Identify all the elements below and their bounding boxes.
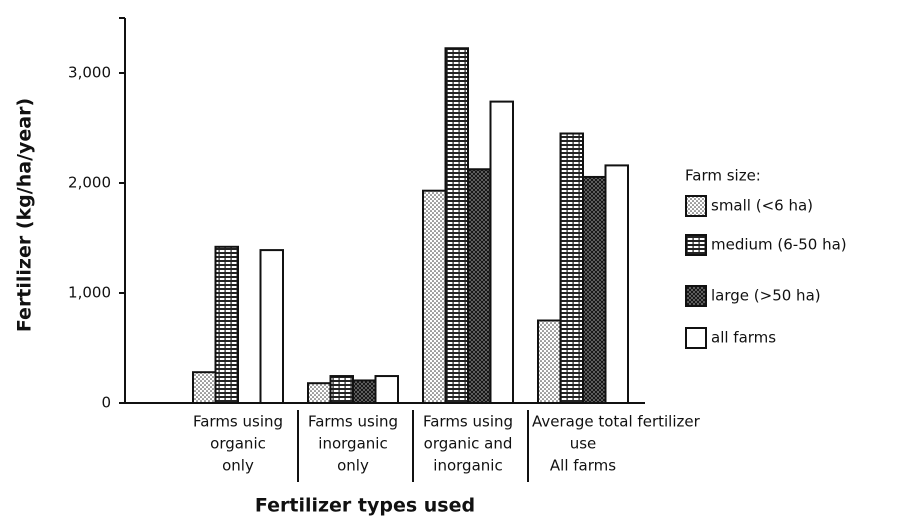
legend-label: small (<6 ha) xyxy=(711,197,813,215)
legend-swatch xyxy=(685,327,707,349)
y-tick-label: 1,000 xyxy=(68,284,111,302)
y-tick-label: 3,000 xyxy=(68,64,111,82)
x-tick-label: use xyxy=(570,435,597,453)
x-tick-label: Farms using xyxy=(308,413,398,431)
legend-label: all farms xyxy=(711,329,776,347)
bar xyxy=(467,168,492,404)
legend-label: medium (6-50 ha) xyxy=(711,236,847,254)
bar xyxy=(307,382,332,405)
legend-swatch xyxy=(685,234,707,256)
x-tick-label: organic xyxy=(210,435,266,453)
bar xyxy=(192,371,217,405)
x-tick-label: Farms using xyxy=(193,413,283,431)
x-tick-label: inorganic xyxy=(433,457,502,475)
bar xyxy=(329,375,354,404)
x-tick-label: inorganic xyxy=(318,435,387,453)
bar xyxy=(374,375,399,404)
x-tick-label: organic and xyxy=(424,435,513,453)
bar xyxy=(422,189,447,404)
bar xyxy=(537,319,562,404)
bar xyxy=(604,164,629,404)
y-tick-label: 0 xyxy=(101,394,111,412)
x-tick-label: Average total fertilizer xyxy=(532,413,701,431)
legend-title: Farm size: xyxy=(685,167,761,185)
bar xyxy=(559,132,584,404)
bar xyxy=(582,175,607,404)
x-tick-label: only xyxy=(337,457,369,475)
bar xyxy=(352,379,377,405)
x-tick-label: only xyxy=(222,457,254,475)
y-axis-label: Fertilizer (kg/ha/year) xyxy=(14,98,36,332)
x-tick-label: All farms xyxy=(550,457,616,475)
x-axis-label: Fertilizer types used xyxy=(255,495,475,517)
bar xyxy=(259,249,284,404)
bar xyxy=(444,47,469,404)
legend-label: large (>50 ha) xyxy=(711,287,821,305)
x-tick-label: Farms using xyxy=(423,413,513,431)
y-tick-label: 2,000 xyxy=(68,174,111,192)
bar xyxy=(489,100,514,404)
legend-swatch xyxy=(685,285,707,307)
bar xyxy=(214,245,239,404)
legend-swatch xyxy=(685,195,707,217)
